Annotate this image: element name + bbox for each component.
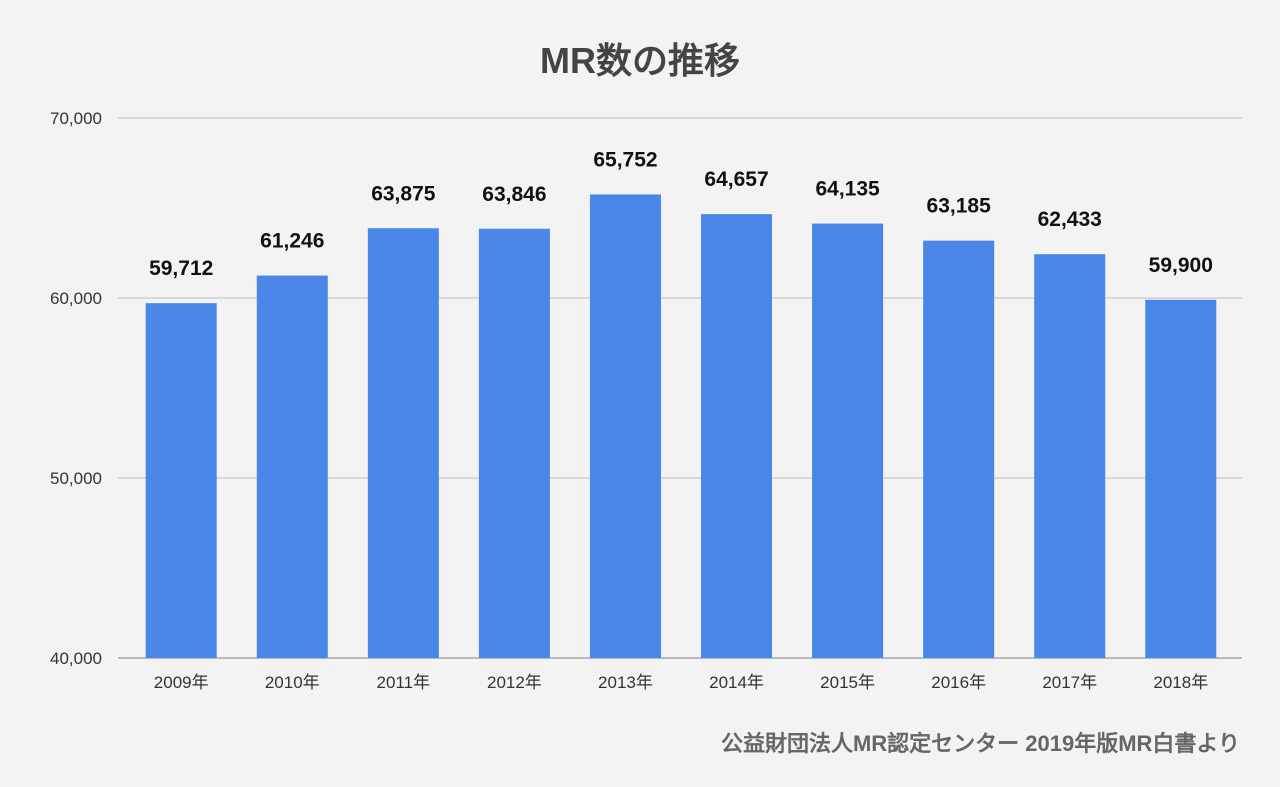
y-tick-label: 50,000 bbox=[50, 469, 102, 488]
x-tick-label: 2015年 bbox=[820, 673, 875, 692]
bar bbox=[367, 228, 439, 658]
bar bbox=[1145, 299, 1217, 658]
x-tick-label: 2013年 bbox=[598, 673, 653, 692]
x-tick-label: 2014年 bbox=[709, 673, 764, 692]
bar bbox=[478, 228, 550, 658]
data-label: 61,246 bbox=[260, 230, 324, 253]
bar bbox=[812, 223, 884, 658]
bar bbox=[701, 214, 773, 658]
y-tick-label: 60,000 bbox=[50, 289, 102, 308]
y-tick-label: 40,000 bbox=[50, 649, 102, 668]
bar bbox=[589, 194, 661, 659]
data-label: 64,135 bbox=[815, 178, 880, 201]
bar bbox=[923, 240, 995, 659]
data-label: 59,712 bbox=[149, 257, 213, 280]
x-tick-label: 2018年 bbox=[1153, 673, 1208, 692]
chart-title: MR数の推移 bbox=[540, 40, 740, 81]
data-label: 65,752 bbox=[593, 148, 657, 171]
data-label: 64,657 bbox=[704, 168, 768, 191]
x-tick-label: 2011年 bbox=[377, 673, 431, 692]
bar bbox=[145, 303, 217, 658]
bar bbox=[1034, 254, 1106, 658]
bar bbox=[256, 275, 328, 658]
x-tick-label: 2012年 bbox=[487, 673, 542, 692]
data-label: 59,900 bbox=[1149, 254, 1213, 277]
x-tick-label: 2017年 bbox=[1042, 673, 1097, 692]
source-note: 公益財団法人MR認定センター 2019年版MR白書より bbox=[720, 731, 1240, 756]
data-label: 62,433 bbox=[1038, 208, 1102, 231]
x-tick-label: 2009年 bbox=[154, 673, 209, 692]
data-label: 63,185 bbox=[927, 195, 992, 218]
data-label: 63,875 bbox=[371, 182, 436, 205]
y-tick-label: 70,000 bbox=[50, 109, 102, 128]
x-tick-label: 2016年 bbox=[931, 673, 986, 692]
data-label: 63,846 bbox=[482, 183, 546, 206]
x-tick-label: 2010年 bbox=[265, 673, 320, 692]
